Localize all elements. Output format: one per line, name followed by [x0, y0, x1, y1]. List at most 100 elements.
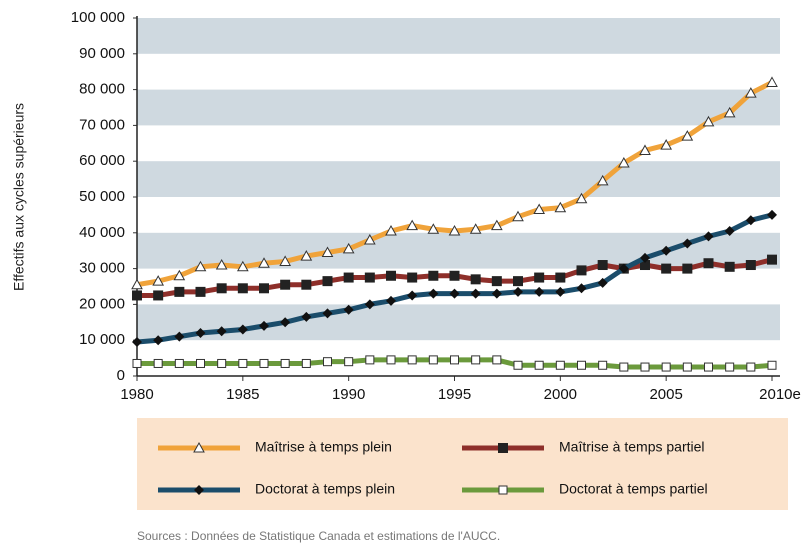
marker [554, 201, 567, 213]
marker [491, 276, 502, 287]
marker [448, 224, 461, 236]
marker [661, 263, 672, 274]
marker [723, 106, 736, 118]
marker [194, 260, 207, 272]
marker [343, 272, 354, 283]
legend-label: Doctorat à temps plein [255, 481, 395, 497]
marker [449, 288, 460, 299]
marker [386, 295, 396, 306]
marker [280, 317, 291, 328]
x-tick-label: 1990 [332, 386, 365, 403]
legend-label: Maîtrise à temps plein [255, 439, 392, 455]
y-tick-label: 50 000 [79, 188, 125, 205]
marker [576, 283, 587, 294]
marker [617, 156, 630, 168]
marker [725, 362, 735, 372]
marker [194, 485, 204, 495]
marker [640, 260, 650, 271]
marker [258, 257, 270, 268]
marker [681, 130, 694, 141]
marker [619, 362, 629, 372]
marker [153, 358, 163, 368]
marker [193, 441, 205, 453]
marker [534, 272, 545, 283]
marker [703, 231, 714, 242]
marker [513, 276, 523, 287]
marker [598, 360, 608, 370]
marker [660, 139, 673, 150]
marker [513, 360, 523, 370]
marker [744, 87, 757, 98]
marker [767, 360, 777, 370]
marker [470, 274, 481, 285]
marker [682, 362, 692, 372]
marker [766, 76, 778, 87]
marker [575, 192, 588, 204]
marker [618, 263, 629, 274]
marker [703, 258, 714, 269]
marker [427, 223, 440, 234]
marker [639, 144, 651, 155]
marker [173, 269, 186, 281]
marker [344, 357, 354, 367]
marker [301, 311, 312, 322]
marker [704, 362, 713, 372]
marker [640, 252, 650, 263]
marker [428, 288, 439, 299]
marker [449, 270, 460, 281]
marker [132, 358, 142, 368]
marker [597, 260, 608, 271]
marker [498, 485, 508, 495]
marker [596, 174, 609, 186]
marker [215, 258, 228, 270]
marker [386, 270, 396, 281]
marker [280, 358, 290, 368]
marker [238, 358, 248, 368]
marker [745, 215, 756, 226]
y-tick-label: 30 000 [79, 260, 125, 277]
marker [132, 336, 142, 347]
x-tick-label: 2010e [759, 386, 801, 403]
y-axis-label: Effectifs aux cycles supérieurs [11, 103, 27, 291]
marker [131, 278, 143, 290]
marker [534, 286, 545, 297]
marker [174, 331, 185, 342]
grid-band [137, 18, 780, 54]
marker [323, 357, 332, 367]
marker [237, 324, 248, 335]
marker [661, 362, 671, 372]
marker [555, 272, 566, 283]
marker [216, 283, 227, 294]
marker [407, 290, 418, 301]
marker [498, 443, 508, 453]
marker [746, 362, 756, 372]
marker [195, 286, 206, 297]
x-tick-label: 2000 [544, 386, 577, 403]
marker [216, 326, 227, 337]
marker [428, 355, 438, 365]
marker [450, 355, 459, 365]
marker [640, 362, 650, 372]
marker [237, 283, 248, 294]
marker [682, 263, 693, 274]
marker [363, 233, 376, 245]
x-tick-label: 1995 [438, 386, 471, 403]
marker [365, 355, 375, 365]
y-tick-label: 90 000 [79, 45, 125, 62]
marker [364, 272, 375, 283]
marker [196, 358, 205, 368]
grid-band [137, 89, 780, 126]
marker [407, 355, 417, 365]
y-tick-label: 60 000 [79, 152, 125, 169]
marker [301, 279, 312, 290]
marker [767, 254, 777, 265]
marker [661, 245, 672, 256]
marker [490, 219, 503, 231]
marker [534, 360, 544, 370]
marker [386, 355, 396, 365]
legend-box [137, 418, 788, 510]
x-tick-label: 2005 [649, 386, 682, 403]
marker [132, 290, 142, 301]
legend-label: Maîtrise à temps partiel [559, 439, 705, 455]
